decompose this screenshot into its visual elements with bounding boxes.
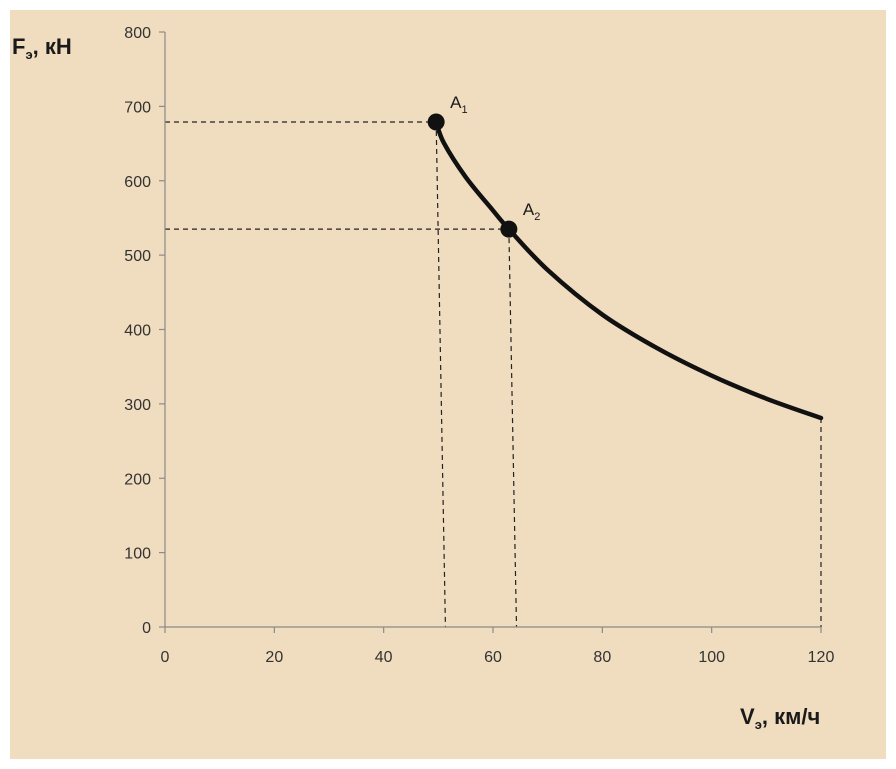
chart-background: [10, 10, 886, 759]
x-tick-label: 40: [375, 649, 393, 666]
guide-vertical: [508, 229, 518, 628]
x-tick-label: 0: [161, 649, 170, 666]
chart-svg: 0 100 200 300 400 500 600 700 800 0 20 40 60 80 100 120…: [10, 10, 886, 759]
series-line: [433, 119, 824, 421]
x-tick-label: 60: [484, 649, 502, 666]
y-tick-label: 800: [124, 25, 151, 42]
y-tick-label: 500: [124, 248, 151, 265]
x-tick-label: 120: [808, 649, 835, 666]
y-tick-label: 300: [124, 397, 151, 414]
y-tick-label: 700: [124, 99, 151, 116]
y-tick-label: 200: [124, 471, 151, 488]
guide-lines: [165, 121, 822, 628]
guide-vertical: [435, 121, 447, 628]
axes: [159, 31, 822, 633]
x-tick-label: 100: [698, 649, 725, 666]
y-tick-label: 100: [124, 546, 151, 563]
x-tick-label: 80: [593, 649, 611, 666]
y-tick-label: 600: [124, 174, 151, 191]
y-tick-label: 0: [142, 620, 151, 637]
tick-labels: 0 100 200 300 400 500 600 700 800 0 20 40 60 80 100 120: [124, 25, 834, 666]
data-point: [500, 220, 518, 238]
y-tick-label: 400: [124, 323, 151, 340]
series-group: [433, 119, 824, 421]
x-tick-label: 20: [265, 649, 283, 666]
x-axis-title: Vэ, км/ч: [740, 704, 820, 732]
y-axis-title: Fэ, кН: [12, 34, 72, 62]
chart-panel: 0 100 200 300 400 500 600 700 800 0 20 40 60 80 100 120…: [10, 10, 886, 759]
data-point: [427, 113, 445, 131]
